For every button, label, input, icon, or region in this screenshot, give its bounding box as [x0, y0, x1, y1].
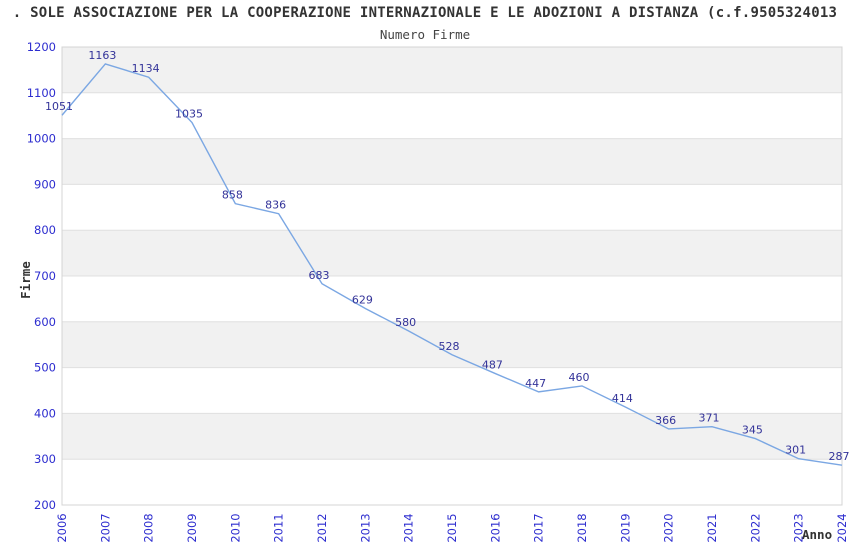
point-label: 858 — [222, 189, 243, 202]
x-tick-label: 2008 — [142, 513, 156, 542]
y-tick-label: 1200 — [27, 40, 56, 54]
plot-band — [62, 459, 842, 505]
plot-band — [62, 230, 842, 276]
x-tick-label: 2021 — [705, 513, 719, 542]
point-label: 528 — [439, 340, 460, 353]
y-tick-label: 700 — [34, 269, 56, 283]
point-label: 287 — [829, 450, 850, 463]
point-label: 1163 — [88, 49, 116, 62]
x-tick-label: 2007 — [98, 513, 112, 542]
x-tick-label: 2023 — [792, 513, 806, 542]
plot-band — [62, 47, 842, 93]
y-tick-label: 500 — [34, 361, 56, 375]
y-tick-label: 300 — [34, 452, 56, 466]
point-label: 1134 — [132, 62, 160, 75]
x-tick-label: 2009 — [185, 513, 199, 542]
x-tick-label: 2012 — [315, 513, 329, 542]
plot-band — [62, 92, 842, 139]
point-label: 345 — [742, 424, 763, 437]
y-tick-label: 400 — [34, 406, 56, 420]
plot-band — [62, 138, 842, 185]
x-axis-label: Anno — [802, 527, 833, 542]
point-label: 414 — [612, 392, 633, 405]
plot-band — [62, 367, 842, 414]
plot-band — [62, 413, 842, 460]
point-label: 1051 — [45, 100, 73, 113]
point-label: 683 — [309, 269, 330, 282]
x-tick-label: 2011 — [272, 513, 286, 542]
point-label: 447 — [525, 377, 546, 390]
plot-band — [62, 276, 842, 322]
y-tick-label: 800 — [34, 223, 56, 237]
x-tick-label: 2006 — [55, 513, 69, 542]
chart-subtitle: Numero Firme — [379, 27, 471, 42]
point-label: 487 — [482, 359, 503, 372]
x-tick-label: 2024 — [835, 513, 849, 542]
x-tick-label: 2022 — [748, 513, 762, 542]
y-tick-label: 200 — [34, 498, 56, 512]
y-tick-label: 1100 — [27, 86, 56, 100]
x-tick-label: 2017 — [532, 513, 546, 542]
point-label: 580 — [395, 316, 416, 329]
point-label: 836 — [265, 199, 286, 212]
chart-title: . SOLE ASSOCIAZIONE PER LA COOPERAZIONE … — [12, 5, 838, 21]
x-tick-label: 2014 — [402, 513, 416, 542]
x-tick-label: 2020 — [662, 513, 676, 542]
y-tick-label: 900 — [34, 177, 56, 191]
point-label: 460 — [569, 371, 590, 384]
point-label: 366 — [655, 414, 676, 427]
plot-band — [62, 321, 842, 368]
x-tick-label: 2018 — [575, 513, 589, 542]
x-tick-label: 2013 — [358, 513, 372, 542]
y-tick-label: 600 — [34, 315, 56, 329]
x-tick-label: 2015 — [445, 513, 459, 542]
x-tick-label: 2016 — [488, 513, 502, 542]
point-label: 301 — [785, 444, 806, 457]
x-tick-label: 2019 — [618, 513, 632, 542]
point-label: 1035 — [175, 108, 203, 121]
plot-border — [61, 46, 843, 506]
x-tick-label: 2010 — [228, 513, 242, 542]
plot-band — [62, 184, 842, 231]
y-tick-label: 1000 — [27, 132, 56, 146]
point-label: 371 — [699, 412, 720, 425]
point-label: 629 — [352, 294, 373, 307]
series-line — [61, 63, 843, 466]
